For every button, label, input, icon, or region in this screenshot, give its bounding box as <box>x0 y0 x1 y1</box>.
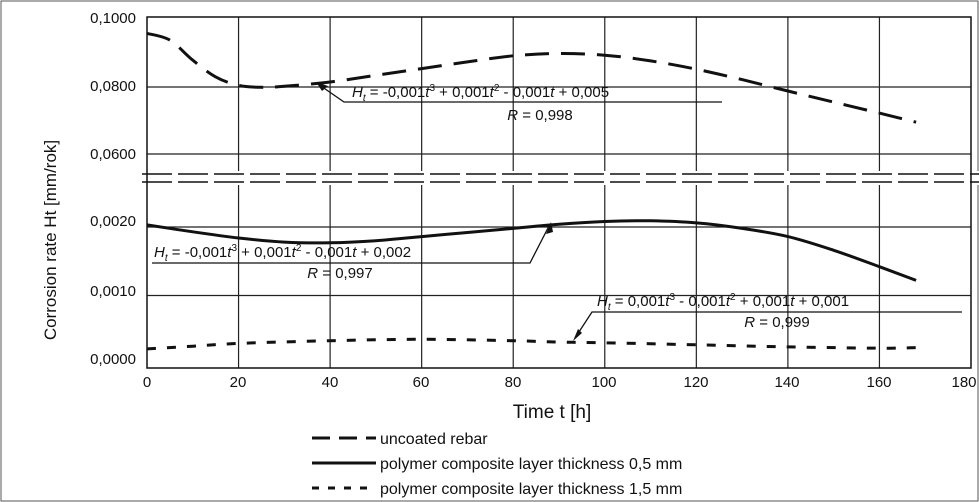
annotation-equation: Ht = -0,001t3 + 0,001t2 - 0,001t + 0,005 <box>352 83 609 104</box>
plot-area-border <box>146 16 972 369</box>
x-tick-label: 0 <box>143 374 151 391</box>
axis-break-gap <box>142 171 979 185</box>
annotation-r-value: R = 0,999 <box>744 314 809 331</box>
y-tick-label: 0,0800 <box>90 78 136 95</box>
y-axis-title: Corrosion rate Ht [mm/rok] <box>41 140 60 340</box>
series-layer <box>146 31 917 351</box>
y-axis-break-marker <box>142 171 979 185</box>
x-tick-label: 140 <box>774 374 799 391</box>
annotations-layer: Ht = -0,001t3 + 0,001t2 - 0,001t + 0,005… <box>152 82 962 341</box>
x-axis-title: Time t [h] <box>513 402 591 423</box>
annotation-arrowhead <box>573 329 582 341</box>
annotation-equation: Ht = 0,001t3 - 0,001t2 + 0,001t + 0,001 <box>597 292 849 313</box>
x-tick-label: 80 <box>505 374 522 391</box>
series-line-1 <box>146 219 917 282</box>
x-tick-label: 40 <box>322 374 339 391</box>
legend-label: uncoated rebar <box>380 431 488 448</box>
legend-label: polymer composite layer thickness 1,5 mm <box>380 481 682 498</box>
annotation-leader <box>574 311 962 339</box>
annotation-equation: Ht = -0,001t3 + 0,001t2 - 0,001t + 0,002 <box>154 243 411 264</box>
chart-legend: uncoated rebar polymer composite layer t… <box>312 431 682 498</box>
y-tick-label: 0,0000 <box>90 351 136 368</box>
annotation-thick: Ht = 0,001t3 - 0,001t2 + 0,001t + 0,001 … <box>573 292 962 341</box>
series-line-0 <box>146 31 917 124</box>
y-tick-label: 0,0020 <box>90 213 136 230</box>
x-tick-label: 160 <box>866 374 891 391</box>
x-tick-labels: 0 20 40 60 80 100 120 140 160 180 <box>143 374 977 391</box>
annotation-r-value: R = 0,998 <box>507 107 572 124</box>
annotation-arrowhead <box>316 82 328 91</box>
annotation-leader <box>317 83 722 103</box>
annotation-r-value: R = 0,997 <box>307 265 372 282</box>
x-tick-label: 20 <box>230 374 247 391</box>
x-tick-label: 180 <box>951 374 976 391</box>
annotation-arrowhead <box>546 222 553 234</box>
y-tick-label: 0,1000 <box>90 10 136 27</box>
y-tick-labels: 0,1000 0,0800 0,0600 0,0020 0,0010 0,000… <box>90 10 136 368</box>
y-tick-label: 0,0010 <box>90 283 136 300</box>
x-tick-label: 120 <box>683 374 708 391</box>
annotation-uncoated: Ht = -0,001t3 + 0,001t2 - 0,001t + 0,005… <box>316 82 722 124</box>
x-tick-label: 60 <box>413 374 430 391</box>
legend-label: polymer composite layer thickness 0,5 mm <box>380 456 682 473</box>
x-tick-label: 100 <box>591 374 616 391</box>
y-tick-label: 0,0600 <box>90 146 136 163</box>
annotation-leader <box>152 225 550 264</box>
series-line-2 <box>146 337 917 351</box>
annotation-thin: Ht = -0,001t3 + 0,001t2 - 0,001t + 0,002… <box>152 222 553 282</box>
